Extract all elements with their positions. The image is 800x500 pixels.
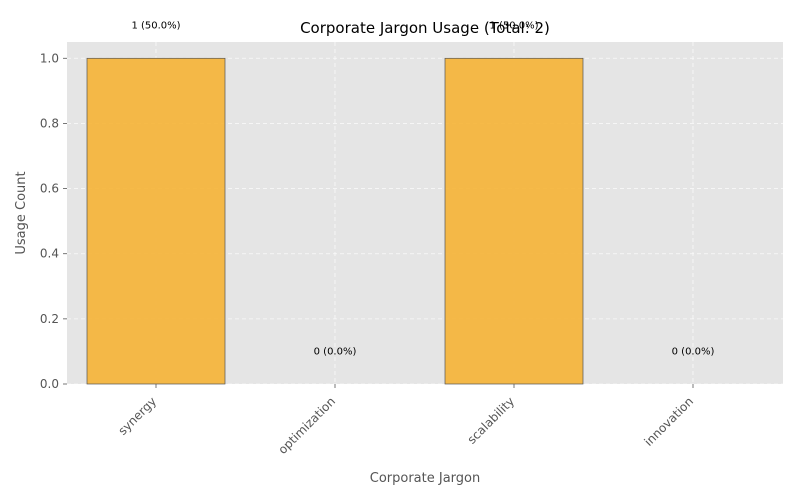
y-tick-label: 0.4 (40, 247, 59, 261)
data-label-scalability: 1 (50.0%) (489, 21, 538, 32)
y-tick-label: 1.0 (40, 51, 59, 65)
x-axis: synergy optimization scalability innovation (115, 384, 696, 457)
bar-synergy (86, 57, 226, 385)
data-label-innovation: 0 (0.0%) (672, 346, 715, 357)
y-tick-label: 0.6 (40, 182, 59, 196)
x-axis-label: Corporate Jargon (370, 471, 480, 486)
data-label-synergy: 1 (50.0%) (131, 21, 180, 32)
chart-title: Corporate Jargon Usage (Total: 2) (300, 19, 550, 37)
y-tick-label: 0.8 (40, 116, 59, 130)
y-tick-label: 0.0 (40, 377, 59, 391)
y-axis-label: Usage Count (14, 171, 29, 254)
data-label-optimization: 0 (0.0%) (314, 346, 357, 357)
x-tick-label-synergy: synergy (115, 394, 159, 438)
bar-scalability (444, 57, 584, 385)
y-tick-label: 0.2 (40, 312, 59, 326)
bar-layer (86, 57, 584, 385)
y-axis: 0.0 0.2 0.4 0.6 0.8 1.0 (40, 51, 67, 391)
x-tick-label-innovation: innovation (641, 394, 696, 449)
data-label-layer: 1 (50.0%) 0 (0.0%) 1 (50.0%) 0 (0.0%) (131, 21, 714, 358)
x-tick-label-optimization: optimization (275, 394, 338, 457)
x-tick-label-scalability: scalability (465, 394, 518, 447)
